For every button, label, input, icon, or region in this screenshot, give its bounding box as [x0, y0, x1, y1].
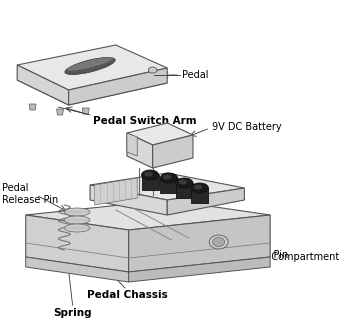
Ellipse shape — [144, 172, 152, 176]
Text: Pedal Switch Arm: Pedal Switch Arm — [92, 116, 196, 126]
Ellipse shape — [191, 183, 208, 193]
Text: Pedal
Release Pin: Pedal Release Pin — [2, 183, 58, 205]
Text: Pedal Chassis: Pedal Chassis — [87, 290, 167, 300]
Ellipse shape — [213, 238, 225, 246]
Polygon shape — [191, 188, 208, 203]
Polygon shape — [160, 178, 178, 193]
Polygon shape — [57, 109, 63, 115]
Polygon shape — [26, 257, 129, 282]
Ellipse shape — [178, 179, 187, 185]
Ellipse shape — [67, 57, 113, 71]
Polygon shape — [129, 257, 270, 282]
Polygon shape — [17, 65, 69, 105]
Polygon shape — [129, 215, 270, 272]
Polygon shape — [26, 215, 129, 272]
Polygon shape — [127, 123, 193, 145]
Text: Pedal
Release Pin: Pedal Release Pin — [231, 238, 288, 260]
Text: Pedal: Pedal — [182, 70, 208, 80]
Ellipse shape — [209, 235, 228, 249]
Ellipse shape — [64, 216, 90, 224]
Ellipse shape — [64, 208, 90, 216]
Polygon shape — [90, 173, 244, 200]
Ellipse shape — [176, 178, 193, 188]
Polygon shape — [26, 200, 270, 230]
Polygon shape — [127, 133, 152, 168]
Ellipse shape — [160, 173, 178, 183]
Text: 9V DC Battery: 9V DC Battery — [212, 122, 282, 132]
Text: Battery Compartment: Battery Compartment — [231, 252, 339, 262]
Ellipse shape — [194, 185, 203, 189]
Ellipse shape — [163, 175, 171, 179]
Ellipse shape — [141, 170, 159, 180]
Text: Spring: Spring — [53, 308, 92, 318]
Polygon shape — [82, 108, 89, 114]
Polygon shape — [69, 68, 167, 105]
Polygon shape — [90, 185, 167, 215]
Polygon shape — [17, 58, 167, 105]
Ellipse shape — [65, 58, 115, 74]
Ellipse shape — [64, 224, 90, 232]
Polygon shape — [176, 183, 193, 198]
Polygon shape — [152, 135, 193, 168]
Polygon shape — [29, 104, 36, 110]
Polygon shape — [17, 45, 167, 90]
Polygon shape — [94, 178, 137, 205]
Polygon shape — [167, 188, 244, 215]
Polygon shape — [141, 175, 159, 190]
Polygon shape — [127, 133, 137, 156]
Ellipse shape — [148, 67, 157, 73]
